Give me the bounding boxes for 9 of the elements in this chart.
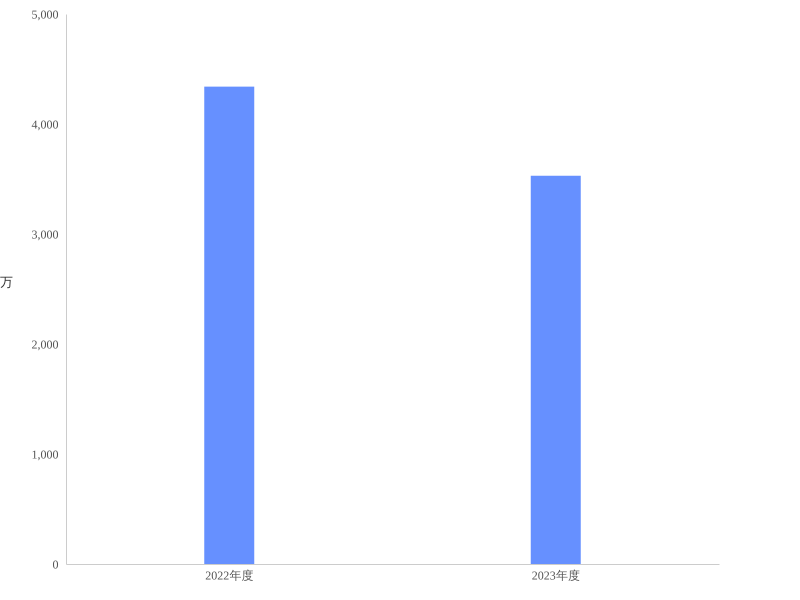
x-tick-label: 2023年度 xyxy=(532,568,580,582)
y-tick-label: 0 xyxy=(52,558,58,572)
y-tick-label: 5,000 xyxy=(32,8,58,22)
x-tick-label: 2022年度 xyxy=(205,568,254,582)
y-tick-label: 2,000 xyxy=(32,338,58,352)
y-tick-label: 4,000 xyxy=(32,118,58,132)
y-axis-title: 万 xyxy=(0,274,13,290)
y-tick-label: 1,000 xyxy=(32,448,58,462)
y-tick-label: 3,000 xyxy=(32,228,58,242)
